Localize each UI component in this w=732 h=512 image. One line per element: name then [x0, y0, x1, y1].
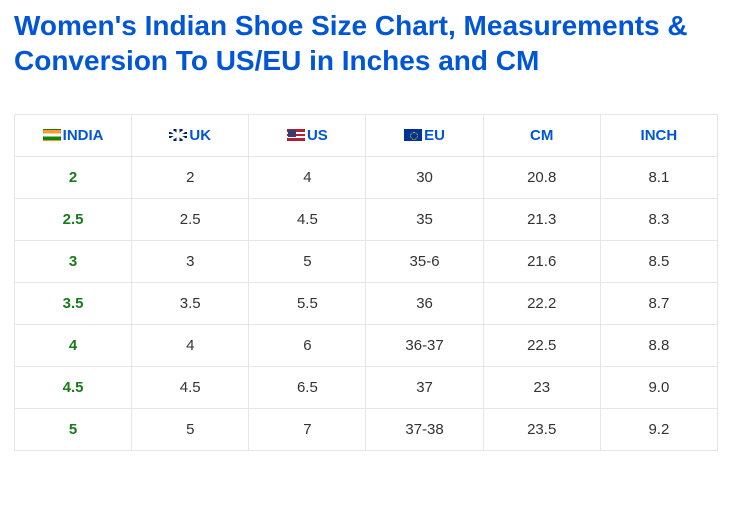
- table-cell: 4: [249, 157, 366, 199]
- table-cell: 2: [132, 157, 249, 199]
- column-header-eu: EU: [366, 115, 483, 157]
- table-cell: 9.2: [600, 409, 717, 451]
- table-cell: 35: [366, 199, 483, 241]
- column-header-us: US: [249, 115, 366, 157]
- table-cell: 5: [249, 241, 366, 283]
- table-cell: 8.5: [600, 241, 717, 283]
- table-cell: 20.8: [483, 157, 600, 199]
- column-header-label: INCH: [641, 127, 678, 144]
- table-row: 33535-621.68.5: [15, 241, 718, 283]
- us-flag-icon: [287, 129, 305, 141]
- table-cell: 5: [132, 409, 249, 451]
- table-row: 4.54.56.537239.0: [15, 367, 718, 409]
- table-cell: 6: [249, 325, 366, 367]
- table-cell: 3.5: [132, 283, 249, 325]
- column-header-label: INDIA: [63, 127, 104, 144]
- table-cell: 4.5: [249, 199, 366, 241]
- table-cell: 36: [366, 283, 483, 325]
- column-header-india: INDIA: [15, 115, 132, 157]
- table-cell: 8.7: [600, 283, 717, 325]
- table-row: 2.52.54.53521.38.3: [15, 199, 718, 241]
- column-header-label: UK: [189, 127, 211, 144]
- table-cell: 23: [483, 367, 600, 409]
- table-cell: 21.3: [483, 199, 600, 241]
- table-cell: 2: [15, 157, 132, 199]
- table-cell: 4.5: [15, 367, 132, 409]
- table-cell: 3.5: [15, 283, 132, 325]
- table-cell: 3: [15, 241, 132, 283]
- table-cell: 8.3: [600, 199, 717, 241]
- column-header-inch: INCH: [600, 115, 717, 157]
- column-header-uk: UK: [132, 115, 249, 157]
- table-cell: 8.1: [600, 157, 717, 199]
- column-header-label: CM: [530, 127, 553, 144]
- table-cell: 4.5: [132, 367, 249, 409]
- table-row: 3.53.55.53622.28.7: [15, 283, 718, 325]
- table-cell: 36-37: [366, 325, 483, 367]
- india-flag-icon: [43, 129, 61, 141]
- table-cell: 22.5: [483, 325, 600, 367]
- column-header-label: US: [307, 127, 328, 144]
- table-cell: 6.5: [249, 367, 366, 409]
- table-cell: 30: [366, 157, 483, 199]
- page-title: Women's Indian Shoe Size Chart, Measurem…: [14, 8, 718, 78]
- table-cell: 4: [132, 325, 249, 367]
- eu-flag-icon: [404, 129, 422, 141]
- table-cell: 2.5: [15, 199, 132, 241]
- table-cell: 23.5: [483, 409, 600, 451]
- table-cell: 21.6: [483, 241, 600, 283]
- table-row: 55737-3823.59.2: [15, 409, 718, 451]
- column-header-cm: CM: [483, 115, 600, 157]
- table-cell: 4: [15, 325, 132, 367]
- table-cell: 5: [15, 409, 132, 451]
- table-cell: 37: [366, 367, 483, 409]
- column-header-label: EU: [424, 127, 445, 144]
- table-cell: 8.8: [600, 325, 717, 367]
- size-chart-table: INDIAUKUSEUCMINCH 2243020.88.12.52.54.53…: [14, 114, 718, 451]
- table-cell: 2.5: [132, 199, 249, 241]
- table-cell: 22.2: [483, 283, 600, 325]
- table-cell: 5.5: [249, 283, 366, 325]
- table-row: 44636-3722.58.8: [15, 325, 718, 367]
- table-cell: 35-6: [366, 241, 483, 283]
- table-cell: 7: [249, 409, 366, 451]
- table-row: 2243020.88.1: [15, 157, 718, 199]
- table-cell: 37-38: [366, 409, 483, 451]
- table-cell: 3: [132, 241, 249, 283]
- uk-flag-icon: [169, 129, 187, 141]
- table-cell: 9.0: [600, 367, 717, 409]
- table-header-row: INDIA UK US EU CM INCH: [15, 115, 718, 157]
